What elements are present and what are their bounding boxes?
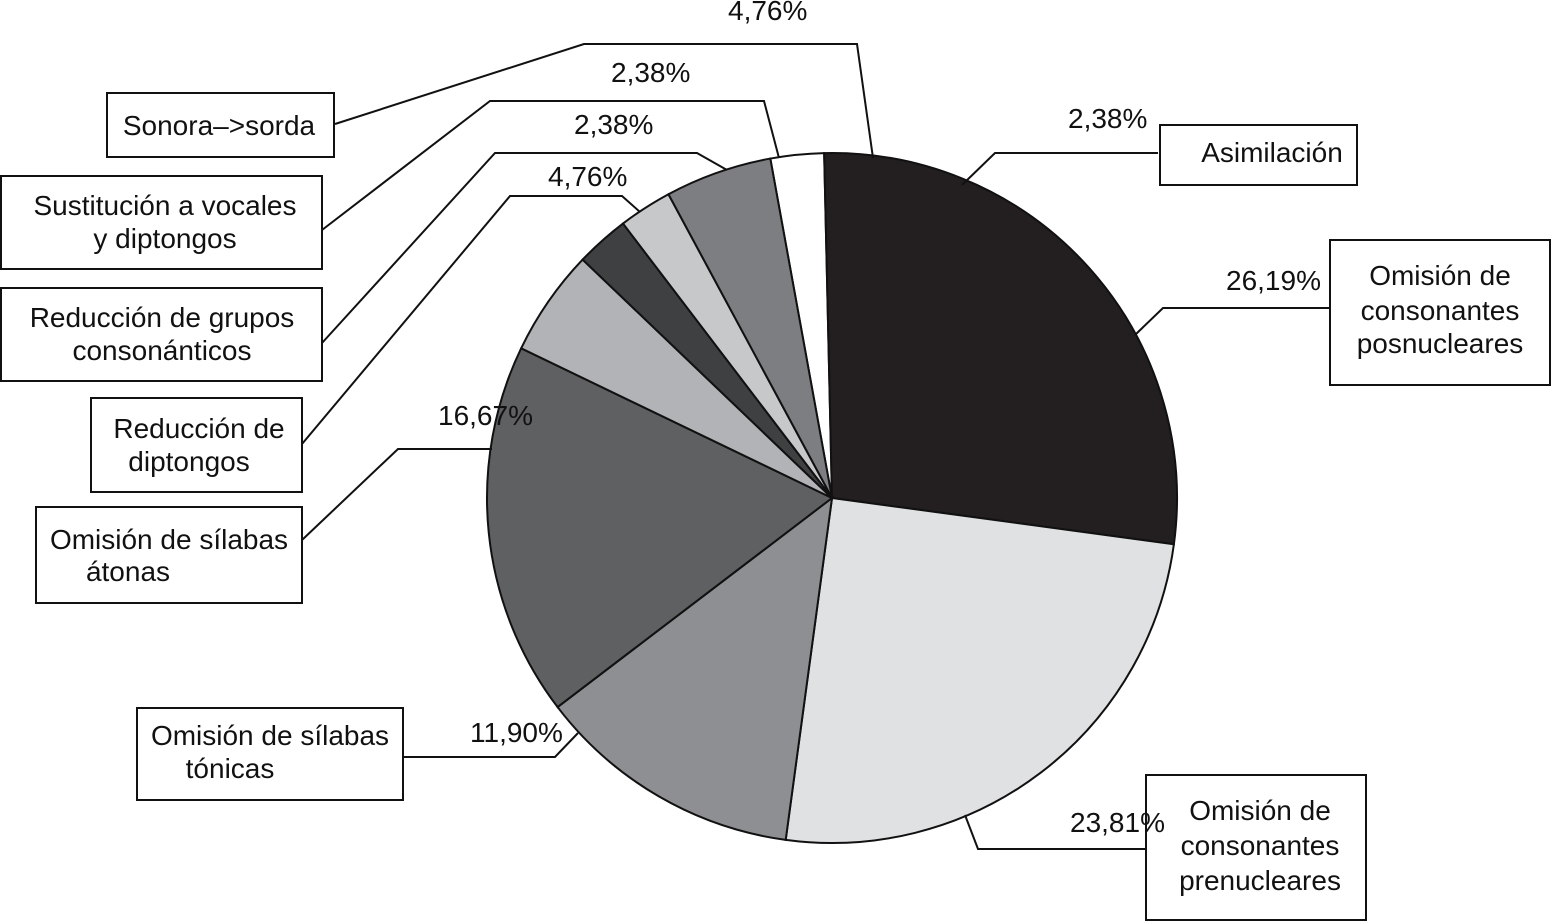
label-box-omision-de-consonantes-prenucleares — [1145, 774, 1367, 921]
leader-line-omision-de-consonantes-posnucleares — [1134, 307, 1330, 336]
slice-percentage-label: 2,38% — [611, 57, 690, 88]
slice-percentage-label: 23,81% — [1070, 807, 1165, 838]
label-box-omision-de-consonantes-posnucleares — [1329, 239, 1551, 386]
slice-category-label: consonánticos — [72, 335, 251, 366]
slice-category-label: tónicas — [186, 753, 275, 784]
slice-category-label: consonantes — [1361, 295, 1520, 326]
slice-percentage-label: 4,76% — [728, 0, 807, 26]
label-box-omision-de-silabas-tonicas — [136, 707, 404, 801]
label-box-reduccion-de-diptongos — [90, 397, 303, 493]
pie-slice-omision-de-consonantes-prenucleares — [784, 496, 1176, 844]
pie-slice-omision-de-silabas-tonicas — [556, 495, 834, 842]
slice-percentage-label: 4,76% — [548, 161, 627, 192]
leader-line-asimilacion — [961, 152, 1158, 186]
slice-percentage-label: 2,38% — [574, 109, 653, 140]
pie-slices — [486, 152, 1179, 844]
slice-category-label: consonantes — [1181, 830, 1340, 861]
slice-category-label: Asimilación — [1201, 137, 1343, 168]
slice-category-label: Omisión de — [1189, 795, 1331, 826]
label-box-sonora-sorda — [106, 92, 335, 158]
label-box-asimilacion — [1159, 124, 1358, 186]
leader-line-sustitucion-a-vocales-y-diptongos — [321, 100, 780, 231]
pie-slice-sonora-sorda — [667, 157, 833, 499]
label-box-sustitucion-a-vocales-y-diptongos — [0, 175, 323, 270]
slice-category-label: diptongos — [128, 446, 249, 477]
leader-line-sonora-sorda — [334, 43, 874, 159]
slice-percentage-label: 2,38% — [1068, 103, 1147, 134]
slice-category-label: Sustitución a vocales — [33, 190, 296, 221]
label-box-omision-de-silabas-atonas — [35, 506, 303, 604]
slice-category-label: Omisión de sílabas — [151, 720, 389, 751]
pie-slice-omision-de-silabas-atonas — [486, 346, 834, 709]
leader-lines — [301, 43, 1330, 850]
leader-line-reduccion-de-diptongos — [301, 195, 641, 445]
slice-category-label: átonas — [86, 556, 170, 587]
slice-category-label: Omisión de — [1369, 260, 1511, 291]
leader-line-omision-de-silabas-atonas — [301, 448, 492, 541]
leader-line-omision-de-silabas-tonicas — [403, 732, 579, 758]
slice-category-label: prenucleares — [1179, 865, 1341, 896]
slice-percentage-label: 16,67% — [438, 400, 533, 431]
slice-category-label: posnucleares — [1357, 328, 1524, 359]
slice-category-label: Omisión de sílabas — [50, 524, 288, 555]
slice-percentage-label: 26,19% — [1226, 265, 1321, 296]
pie-slice-omision-de-consonantes-posnucleares — [823, 152, 1179, 546]
slice-category-label: y diptongos — [93, 223, 236, 254]
slice-category-label: Reducción de — [113, 413, 284, 444]
slice-percentage-label: 11,90% — [470, 717, 563, 748]
leader-line-reduccion-de-grupos-consonanticos — [321, 152, 728, 344]
slice-category-label: Reducción de grupos — [30, 302, 295, 333]
label-box-reduccion-de-grupos-consonanticos — [0, 287, 323, 382]
slice-category-label: Sonora–>sorda — [123, 110, 316, 141]
leader-line-omision-de-consonantes-prenucleares — [964, 814, 1146, 850]
